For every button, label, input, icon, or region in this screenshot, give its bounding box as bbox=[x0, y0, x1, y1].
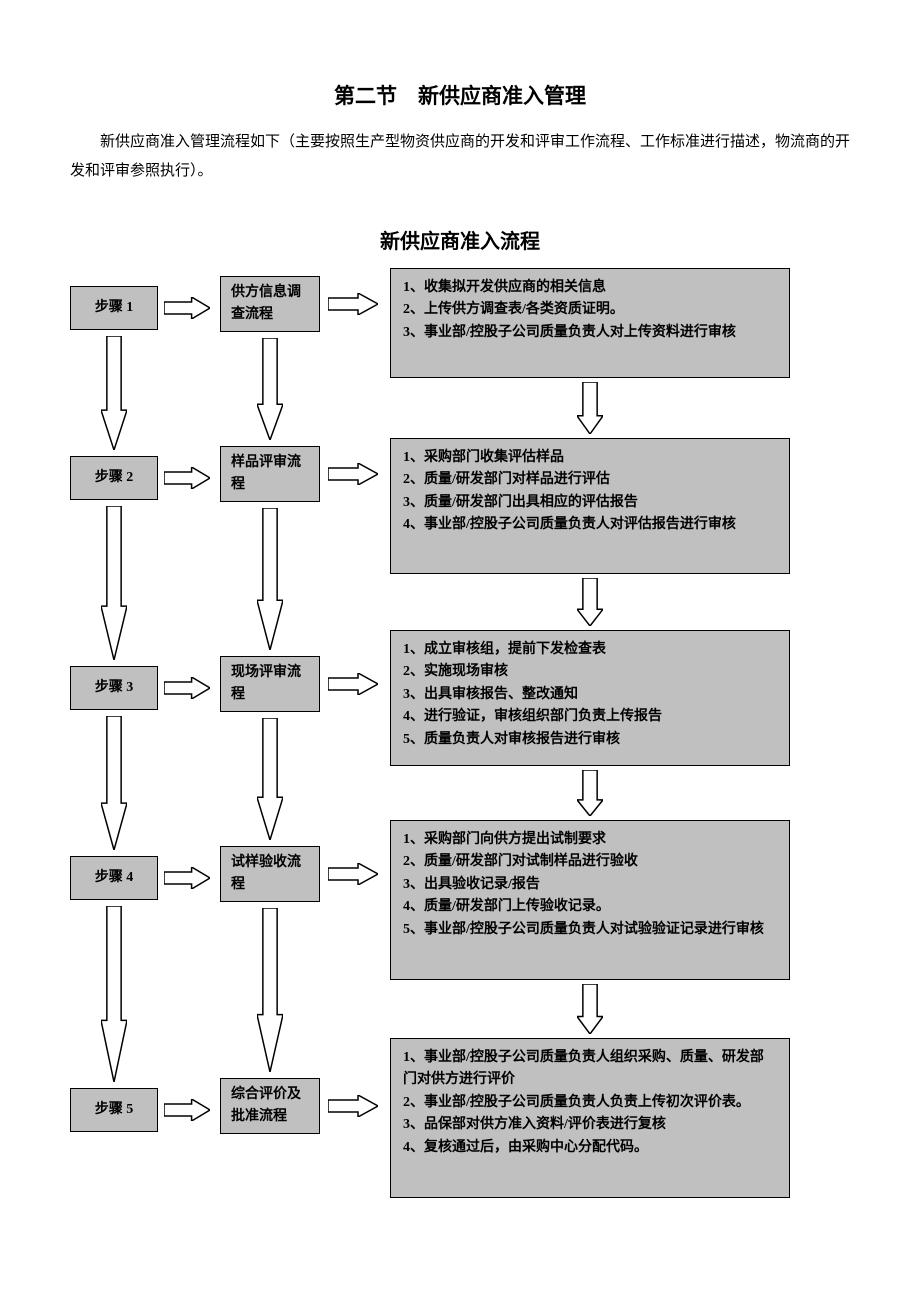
detail-line: 1、成立审核组，提前下发检查表 bbox=[403, 639, 777, 661]
flowchart-container: 步骤 1 供方信息调查流程 1、收集拟开发供应商的相关信息2、上传供方调查表/各类… bbox=[70, 268, 840, 1218]
process-box-3: 现场评审流程 bbox=[220, 656, 320, 712]
arrow-right bbox=[328, 463, 378, 485]
detail-line: 3、出具验收记录/报告 bbox=[403, 874, 777, 896]
step-label: 步骤 4 bbox=[95, 867, 134, 889]
process-label: 样品评审流程 bbox=[231, 452, 309, 497]
arrow-down bbox=[257, 508, 283, 650]
arrow-down bbox=[101, 506, 127, 660]
process-box-4: 试样验收流程 bbox=[220, 846, 320, 902]
arrow-right bbox=[164, 677, 210, 699]
process-box-5: 综合评价及批准流程 bbox=[220, 1078, 320, 1134]
process-box-1: 供方信息调查流程 bbox=[220, 276, 320, 332]
arrow-down bbox=[101, 336, 127, 450]
detail-line: 2、质量/研发部门对试制样品进行验收 bbox=[403, 851, 777, 873]
detail-line: 1、收集拟开发供应商的相关信息 bbox=[403, 277, 777, 299]
arrow-right bbox=[328, 293, 378, 315]
process-label: 试样验收流程 bbox=[231, 852, 309, 897]
detail-line: 4、进行验证，审核组织部门负责上传报告 bbox=[403, 706, 777, 728]
step-box-4: 步骤 4 bbox=[70, 856, 158, 900]
intro-paragraph: 新供应商准入管理流程如下（主要按照生产型物资供应商的开发和评审工作流程、工作标准… bbox=[70, 128, 850, 185]
arrow-right bbox=[328, 1095, 378, 1117]
detail-line: 3、质量/研发部门出具相应的评估报告 bbox=[403, 492, 777, 514]
arrow-down bbox=[577, 382, 603, 434]
detail-line: 3、出具审核报告、整改通知 bbox=[403, 684, 777, 706]
process-box-2: 样品评审流程 bbox=[220, 446, 320, 502]
arrow-down bbox=[257, 338, 283, 440]
detail-line: 2、质量/研发部门对样品进行评估 bbox=[403, 469, 777, 491]
detail-line: 4、质量/研发部门上传验收记录。 bbox=[403, 896, 777, 918]
arrow-right bbox=[328, 863, 378, 885]
step-label: 步骤 2 bbox=[95, 467, 134, 489]
step-label: 步骤 3 bbox=[95, 677, 134, 699]
arrow-down bbox=[101, 906, 127, 1082]
arrow-down bbox=[577, 770, 603, 816]
arrow-right bbox=[164, 1099, 210, 1121]
detail-line: 1、采购部门向供方提出试制要求 bbox=[403, 829, 777, 851]
step-box-5: 步骤 5 bbox=[70, 1088, 158, 1132]
arrow-down bbox=[257, 718, 283, 840]
detail-line: 4、复核通过后，由采购中心分配代码。 bbox=[403, 1137, 777, 1159]
arrow-down bbox=[257, 908, 283, 1072]
arrow-right bbox=[164, 867, 210, 889]
detail-line: 3、事业部/控股子公司质量负责人对上传资料进行审核 bbox=[403, 322, 777, 344]
arrow-down bbox=[101, 716, 127, 850]
detail-line: 2、上传供方调查表/各类资质证明。 bbox=[403, 299, 777, 321]
arrow-down bbox=[577, 578, 603, 626]
step-box-3: 步骤 3 bbox=[70, 666, 158, 710]
detail-line: 5、事业部/控股子公司质量负责人对试验验证记录进行审核 bbox=[403, 919, 777, 941]
step-box-2: 步骤 2 bbox=[70, 456, 158, 500]
chart-title: 新供应商准入流程 bbox=[70, 225, 850, 254]
arrow-right bbox=[164, 467, 210, 489]
step-box-1: 步骤 1 bbox=[70, 286, 158, 330]
process-label: 供方信息调查流程 bbox=[231, 282, 309, 327]
process-label: 现场评审流程 bbox=[231, 662, 309, 707]
detail-line: 4、事业部/控股子公司质量负责人对评估报告进行审核 bbox=[403, 514, 777, 536]
arrow-right bbox=[328, 673, 378, 695]
detail-box-2: 1、采购部门收集评估样品2、质量/研发部门对样品进行评估3、质量/研发部门出具相… bbox=[390, 438, 790, 574]
detail-box-5: 1、事业部/控股子公司质量负责人组织采购、质量、研发部门对供方进行评价2、事业部… bbox=[390, 1038, 790, 1198]
arrow-down bbox=[577, 984, 603, 1034]
step-label: 步骤 5 bbox=[95, 1099, 134, 1121]
detail-line: 2、事业部/控股子公司质量负责人负责上传初次评价表。 bbox=[403, 1092, 777, 1114]
detail-line: 1、采购部门收集评估样品 bbox=[403, 447, 777, 469]
step-label: 步骤 1 bbox=[95, 297, 134, 319]
arrow-right bbox=[164, 297, 210, 319]
section-title: 第二节 新供应商准入管理 bbox=[70, 80, 850, 110]
detail-line: 3、品保部对供方准入资料/评价表进行复核 bbox=[403, 1114, 777, 1136]
detail-box-4: 1、采购部门向供方提出试制要求2、质量/研发部门对试制样品进行验收3、出具验收记… bbox=[390, 820, 790, 980]
detail-line: 1、事业部/控股子公司质量负责人组织采购、质量、研发部门对供方进行评价 bbox=[403, 1047, 777, 1092]
detail-line: 5、质量负责人对审核报告进行审核 bbox=[403, 729, 777, 751]
process-label: 综合评价及批准流程 bbox=[231, 1084, 309, 1129]
detail-box-1: 1、收集拟开发供应商的相关信息2、上传供方调查表/各类资质证明。3、事业部/控股… bbox=[390, 268, 790, 378]
detail-line: 2、实施现场审核 bbox=[403, 661, 777, 683]
detail-box-3: 1、成立审核组，提前下发检查表2、实施现场审核3、出具审核报告、整改通知4、进行… bbox=[390, 630, 790, 766]
